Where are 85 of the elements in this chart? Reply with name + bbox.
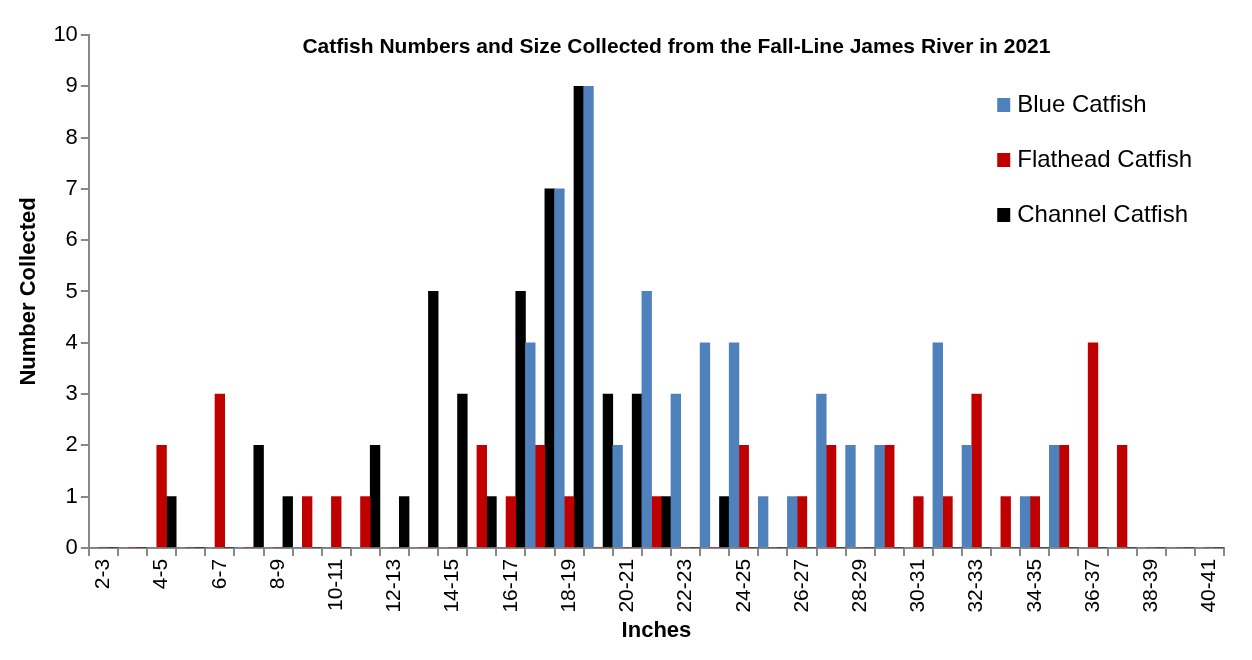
x-tick-label: 2-3 [90, 558, 114, 590]
x-axis-title: Inches [621, 616, 692, 642]
bar [457, 393, 468, 548]
y-axis-title: Number Collected [15, 197, 41, 386]
bar [1000, 496, 1011, 548]
bar [796, 496, 808, 548]
bar [486, 496, 497, 548]
x-tick-label: 18-19 [555, 558, 579, 613]
bar [971, 393, 982, 548]
bar [787, 496, 798, 548]
bar [515, 291, 526, 548]
bar [476, 444, 487, 548]
x-tick-label: 38-39 [1138, 558, 1162, 613]
bar [1029, 496, 1040, 548]
bar [757, 496, 769, 548]
bar [214, 393, 226, 548]
bar [651, 496, 662, 548]
y-tick-label: 4 [65, 328, 78, 354]
bar [369, 444, 381, 548]
bar [932, 342, 943, 548]
bar [699, 342, 711, 548]
legend-label: Channel Catfish [1017, 199, 1188, 227]
x-tick-label: 28-29 [846, 558, 870, 613]
bar [505, 496, 517, 548]
y-tick-label: 3 [65, 380, 78, 406]
y-tick-label: 8 [65, 123, 78, 149]
bar [399, 496, 410, 548]
bar [913, 496, 924, 548]
bar [942, 496, 953, 548]
x-tick-label: 6-7 [206, 558, 230, 590]
bar [845, 444, 856, 548]
bar [738, 444, 749, 548]
bar [631, 393, 643, 548]
bar [554, 188, 565, 548]
chart-title: Catfish Numbers and Size Collected from the Fall-Line James River in 2021 [302, 33, 1051, 57]
bar [612, 444, 623, 548]
bar [360, 496, 371, 548]
x-tick-label: 34-35 [1021, 558, 1045, 613]
x-tick-label: 36-37 [1079, 558, 1103, 613]
y-tick-label: 7 [65, 174, 78, 200]
bar [301, 496, 313, 548]
y-tick-label: 5 [65, 277, 78, 303]
bar [1019, 496, 1031, 548]
bar [602, 393, 614, 548]
bar [961, 444, 973, 548]
bar [728, 342, 740, 548]
bar [816, 393, 827, 548]
x-tick-label: 14-15 [439, 558, 463, 613]
bar [670, 393, 682, 548]
bar [156, 444, 167, 548]
x-tick-label: 10-11 [323, 558, 347, 612]
bar [641, 291, 652, 548]
bar [1116, 444, 1128, 548]
y-tick-label: 0 [65, 533, 78, 559]
x-tick-label: 4-5 [148, 558, 172, 590]
bar [583, 85, 594, 548]
bar [331, 496, 342, 548]
bar [534, 444, 546, 548]
x-tick-label: 40-41 [1196, 558, 1220, 613]
x-tick-label: 32-33 [963, 558, 987, 613]
legend-label: Blue Catfish [1017, 89, 1147, 117]
bar [282, 496, 293, 548]
bar [719, 496, 730, 548]
bar [874, 444, 885, 548]
bar [253, 444, 264, 548]
x-tick-label: 20-21 [614, 558, 638, 613]
bar [1058, 444, 1070, 548]
y-tick-label: 2 [65, 431, 78, 457]
bar [428, 291, 439, 548]
y-tick-label: 1 [65, 482, 78, 508]
x-tick-label: 24-25 [730, 558, 754, 613]
y-tick-label: 9 [65, 72, 78, 98]
bar [1049, 444, 1060, 548]
bar [166, 496, 177, 548]
bar [525, 342, 536, 548]
x-tick-label: 26-27 [788, 558, 812, 613]
y-tick-label: 6 [65, 226, 78, 252]
y-tick-label: 10 [53, 21, 78, 47]
x-tick-label: 16-17 [497, 558, 521, 613]
x-tick-label: 12-13 [381, 558, 405, 613]
x-tick-label: 22-23 [672, 558, 696, 613]
x-tick-label: 8-9 [264, 558, 288, 590]
bar [1087, 342, 1099, 548]
legend-label: Flathead Catfish [1017, 144, 1192, 172]
x-tick-label: 30-31 [905, 558, 929, 613]
